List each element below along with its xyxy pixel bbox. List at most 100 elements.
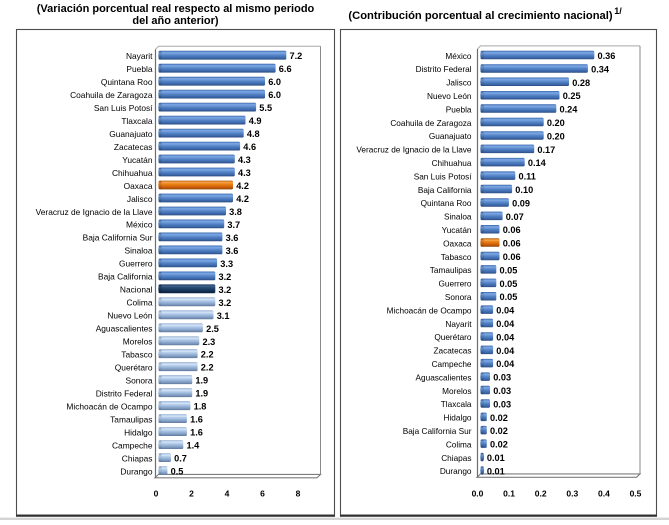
svg-text:2.2: 2.2 <box>201 350 214 360</box>
svg-text:6.6: 6.6 <box>279 64 292 74</box>
svg-text:Baja California Sur: Baja California Sur <box>403 427 472 436</box>
svg-text:0.14: 0.14 <box>528 158 547 168</box>
svg-text:8: 8 <box>296 489 301 499</box>
svg-text:0.1: 0.1 <box>503 489 515 499</box>
svg-text:Morelos: Morelos <box>123 337 153 347</box>
svg-text:Nuevo León: Nuevo León <box>427 92 472 101</box>
svg-text:Yucatán: Yucatán <box>442 226 472 235</box>
svg-text:0.3: 0.3 <box>566 489 578 499</box>
svg-text:0.06: 0.06 <box>503 239 521 249</box>
svg-text:0.01: 0.01 <box>487 453 505 463</box>
svg-text:0.07: 0.07 <box>506 212 524 222</box>
svg-text:Chiapas: Chiapas <box>441 454 471 463</box>
svg-text:6.0: 6.0 <box>268 90 281 100</box>
svg-text:3.2: 3.2 <box>219 285 232 295</box>
svg-text:Guerrero: Guerrero <box>119 259 153 269</box>
svg-text:0.2: 0.2 <box>535 489 547 499</box>
svg-text:0.03: 0.03 <box>493 386 511 396</box>
svg-text:Nuevo León: Nuevo León <box>107 311 153 321</box>
svg-text:Colima: Colima <box>446 440 472 449</box>
svg-text:1.8: 1.8 <box>194 402 207 412</box>
svg-text:0.7: 0.7 <box>174 454 187 464</box>
svg-text:Michoacán de Ocampo: Michoacán de Ocampo <box>387 306 472 315</box>
svg-text:Sonora: Sonora <box>125 376 152 386</box>
svg-text:0.4: 0.4 <box>598 489 610 499</box>
svg-text:0.05: 0.05 <box>500 265 518 275</box>
svg-text:0.24: 0.24 <box>560 105 579 115</box>
svg-text:México: México <box>126 220 153 230</box>
svg-text:Distrito Federal: Distrito Federal <box>416 65 472 74</box>
svg-text:Durango: Durango <box>440 467 472 476</box>
svg-text:0.11: 0.11 <box>519 172 536 182</box>
svg-text:Puebla: Puebla <box>126 64 152 74</box>
svg-text:Veracruz de Ignacio de la Llav: Veracruz de Ignacio de la Llave <box>356 146 472 155</box>
svg-text:Oaxaca: Oaxaca <box>443 239 472 248</box>
svg-text:0.05: 0.05 <box>500 292 518 302</box>
svg-text:Chihuahua: Chihuahua <box>432 159 472 168</box>
svg-text:0.04: 0.04 <box>496 319 515 329</box>
svg-text:del año anterior): del año anterior) <box>132 15 219 27</box>
svg-text:Quintana Roo: Quintana Roo <box>421 199 472 208</box>
svg-text:San Luis Potosí: San Luis Potosí <box>94 103 153 113</box>
svg-text:Sonora: Sonora <box>445 293 472 302</box>
svg-text:3.2: 3.2 <box>219 298 232 308</box>
svg-text:1.9: 1.9 <box>195 376 208 386</box>
svg-text:3.6: 3.6 <box>226 233 239 243</box>
svg-text:0.5: 0.5 <box>630 489 642 499</box>
svg-text:Coahuila de Zaragoza: Coahuila de Zaragoza <box>70 90 153 100</box>
svg-text:4.9: 4.9 <box>249 116 262 126</box>
svg-text:Tabasco: Tabasco <box>441 253 472 262</box>
svg-text:Zacatecas: Zacatecas <box>433 347 471 356</box>
svg-text:4.2: 4.2 <box>236 181 249 191</box>
svg-text:Querétaro: Querétaro <box>115 363 153 373</box>
svg-text:7.2: 7.2 <box>290 51 303 61</box>
svg-text:0.09: 0.09 <box>512 198 530 208</box>
svg-text:0.02: 0.02 <box>490 440 508 450</box>
svg-text:Hidalgo: Hidalgo <box>444 414 472 423</box>
svg-text:Chihuahua: Chihuahua <box>112 168 153 178</box>
svg-text:Zacatecas: Zacatecas <box>114 142 153 152</box>
svg-text:4.6: 4.6 <box>243 142 256 152</box>
svg-text:Baja California Sur: Baja California Sur <box>83 233 153 243</box>
svg-text:Quintana Roo: Quintana Roo <box>101 77 153 87</box>
svg-text:Jalisco: Jalisco <box>446 79 472 88</box>
svg-text:6.0: 6.0 <box>268 77 281 87</box>
svg-text:Distrito Federal: Distrito Federal <box>96 389 153 399</box>
svg-text:1.6: 1.6 <box>190 428 203 438</box>
svg-text:Puebla: Puebla <box>446 105 472 114</box>
svg-text:0.5: 0.5 <box>171 467 184 477</box>
svg-text:0.06: 0.06 <box>503 225 521 235</box>
svg-text:1.9: 1.9 <box>195 389 208 399</box>
svg-text:0.20: 0.20 <box>547 118 565 128</box>
svg-text:Colima: Colima <box>126 298 152 308</box>
svg-text:1/: 1/ <box>614 6 622 16</box>
svg-text:Veracruz de Ignacio de la Llav: Veracruz de Ignacio de la Llave <box>36 207 153 217</box>
svg-text:4.8: 4.8 <box>247 129 260 139</box>
svg-text:0.06: 0.06 <box>503 252 521 262</box>
svg-text:Tamaulipas: Tamaulipas <box>110 414 152 424</box>
svg-text:(Contribución porcentual al cr: (Contribución porcentual al crecimiento … <box>348 10 612 22</box>
svg-text:0.03: 0.03 <box>493 373 511 383</box>
svg-text:Tamaulipas: Tamaulipas <box>430 266 472 275</box>
svg-text:Campeche: Campeche <box>432 360 472 369</box>
svg-text:3.1: 3.1 <box>217 311 230 321</box>
svg-text:4: 4 <box>225 489 230 499</box>
svg-text:0.02: 0.02 <box>490 413 508 423</box>
svg-text:0.02: 0.02 <box>490 426 508 436</box>
svg-text:4.2: 4.2 <box>236 194 249 204</box>
svg-text:1.4: 1.4 <box>187 441 201 451</box>
svg-text:4.3: 4.3 <box>238 168 251 178</box>
svg-text:Sinaloa: Sinaloa <box>444 213 472 222</box>
svg-text:0: 0 <box>154 489 159 499</box>
svg-text:Querétaro: Querétaro <box>434 333 472 342</box>
svg-text:0.10: 0.10 <box>515 185 533 195</box>
svg-text:Tlaxcala: Tlaxcala <box>121 116 153 126</box>
svg-text:2.3: 2.3 <box>203 337 216 347</box>
svg-text:Tabasco: Tabasco <box>121 350 153 360</box>
svg-text:1.6: 1.6 <box>190 415 203 425</box>
svg-text:Sinaloa: Sinaloa <box>125 246 153 256</box>
svg-text:0.36: 0.36 <box>598 51 616 61</box>
svg-text:0.03: 0.03 <box>493 399 511 409</box>
svg-text:Michoacán de Ocampo: Michoacán de Ocampo <box>66 402 152 412</box>
svg-text:Hidalgo: Hidalgo <box>124 427 153 437</box>
